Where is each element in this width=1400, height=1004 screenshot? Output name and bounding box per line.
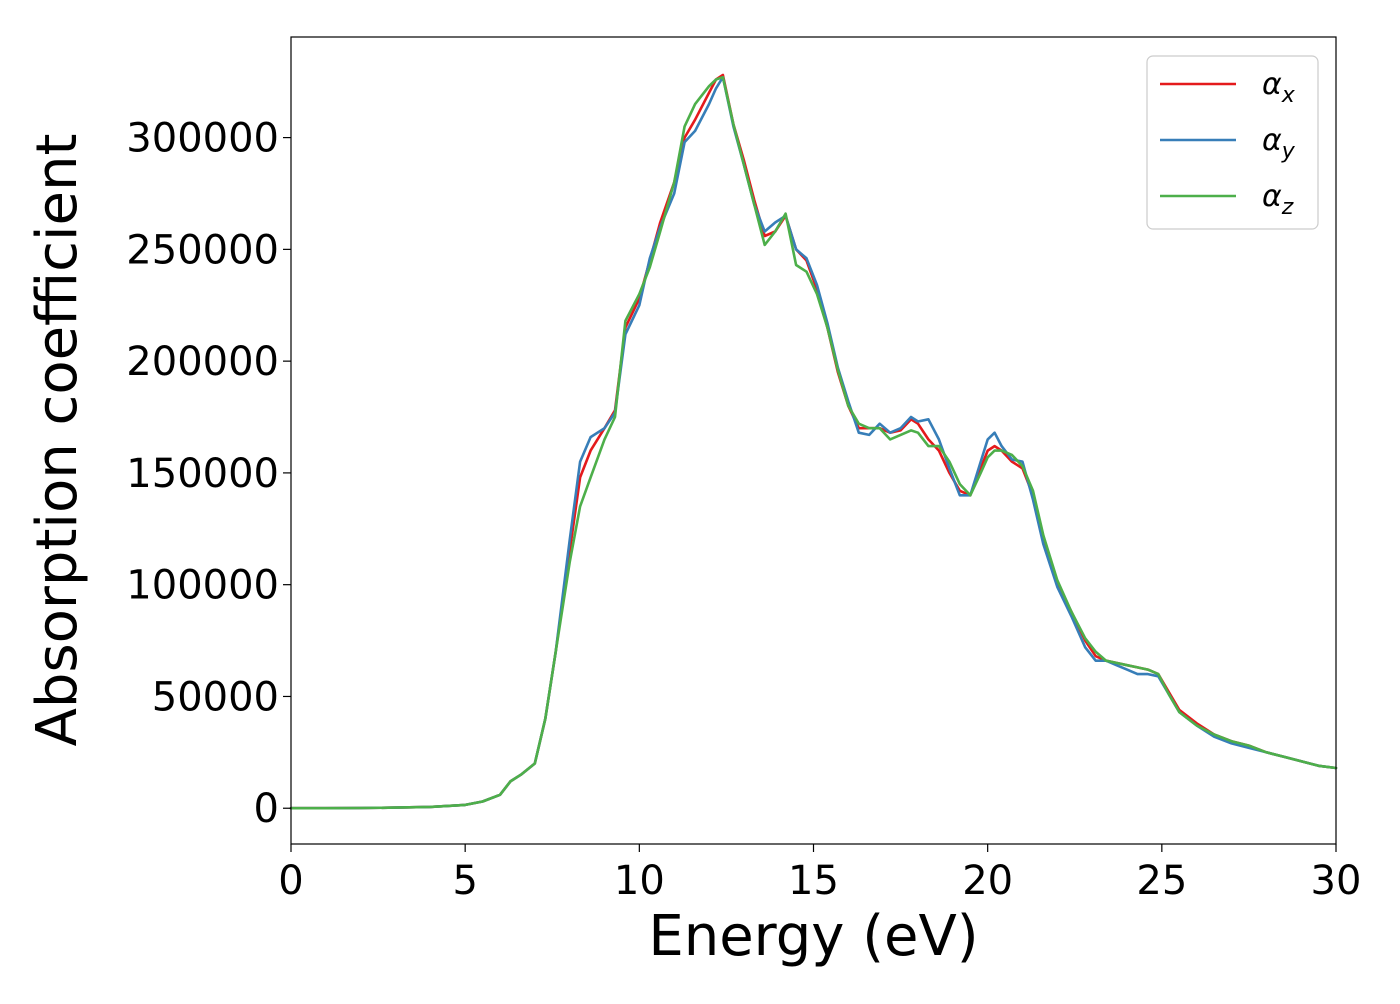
series-layer xyxy=(289,73,1338,810)
y-tick-label: 300000 xyxy=(126,116,279,162)
series-line-y xyxy=(289,75,1338,810)
x-axis-label: Energy (eV) xyxy=(648,904,978,969)
y-tick-label: 100000 xyxy=(126,563,279,609)
y-tick-label: 200000 xyxy=(126,339,279,385)
x-tick-label: 20 xyxy=(962,858,1013,904)
y-tick-label: 250000 xyxy=(126,227,279,273)
x-tick-label: 25 xyxy=(1136,858,1187,904)
y-axis: 0 50000 100000 150000 200000 250000 300000 xyxy=(126,116,291,832)
y-tick-label: 150000 xyxy=(126,451,279,497)
legend-box xyxy=(1146,55,1319,230)
x-tick-label: 0 xyxy=(278,858,303,904)
x-tick-label: 30 xyxy=(1311,858,1362,904)
x-tick-label: 5 xyxy=(452,858,477,904)
y-axis-label: Absorption coefficient xyxy=(25,134,90,747)
x-axis: 0 5 10 15 20 25 30 xyxy=(278,844,1361,904)
x-tick-label: 10 xyxy=(614,858,665,904)
y-tick-label: 0 xyxy=(254,786,279,832)
y-tick-label: 50000 xyxy=(152,674,279,720)
series-line-z xyxy=(289,75,1338,810)
x-tick-label: 15 xyxy=(788,858,839,904)
